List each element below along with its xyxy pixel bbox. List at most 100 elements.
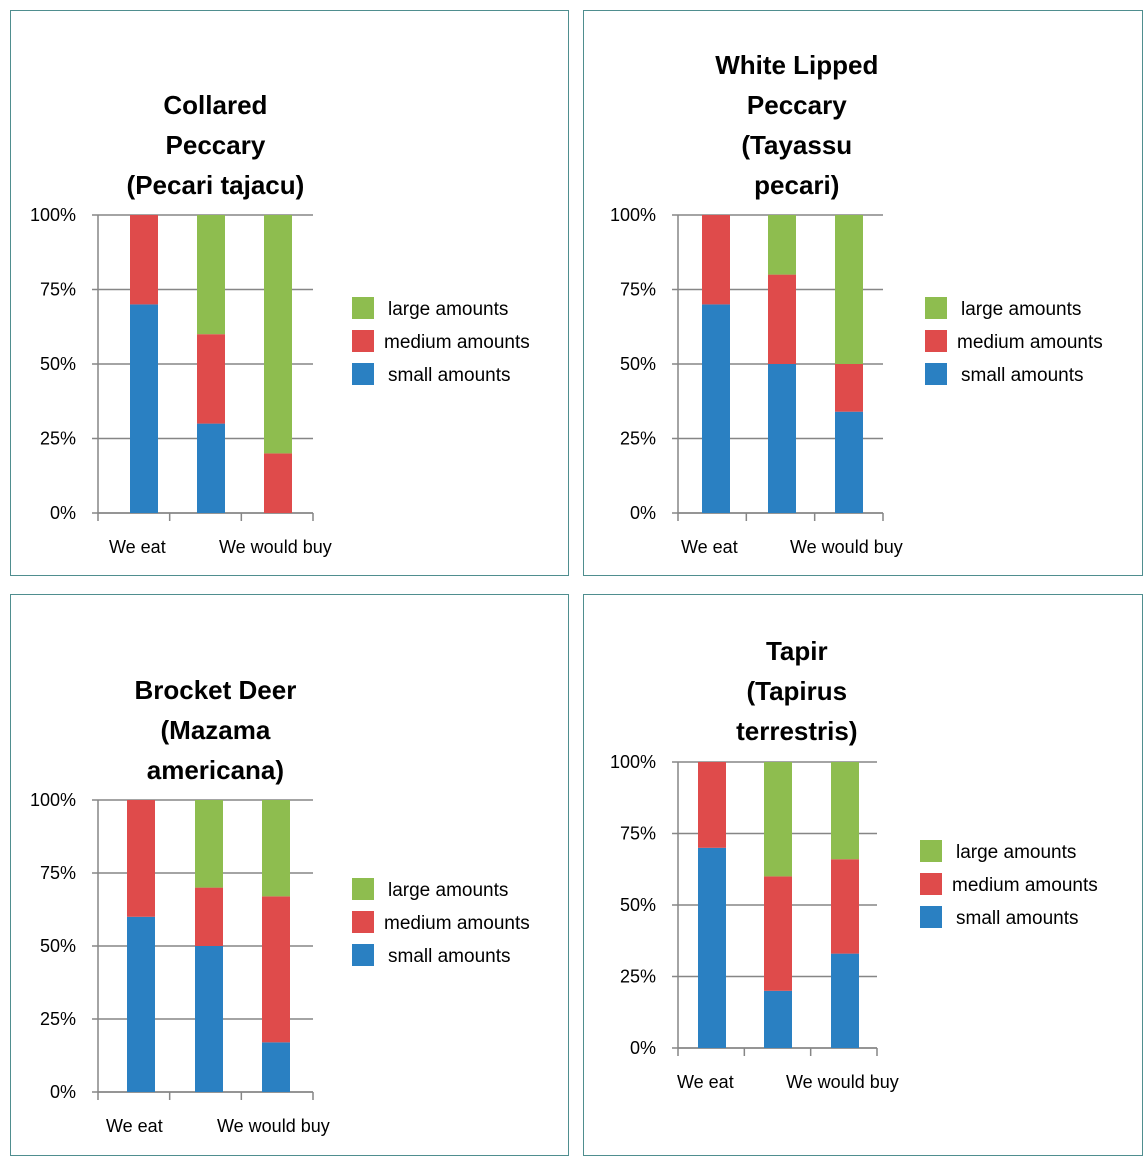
bar-segment-large [264, 215, 292, 454]
bar-segment-medium [264, 453, 292, 513]
bar-segment-large [197, 215, 225, 335]
y-tick-label: 25% [620, 429, 656, 449]
chart-panel-tapir: Tapir (Tapirus terrestris) 0% 25% 50% 75% 100% W… [583, 594, 1143, 1156]
chart-white-lipped-peccary: White Lipped Peccary (Tayassu pecari) 0% 25% 5… [610, 50, 1103, 557]
legend-swatch [920, 873, 942, 895]
legend-swatch [352, 878, 374, 900]
y-tick-label: 0% [630, 1038, 656, 1058]
bar-segment-medium [835, 364, 863, 412]
bar-segment-medium [698, 762, 726, 848]
chart-tapir: Tapir (Tapirus terrestris) 0% 25% 50% 75% 100% W… [610, 636, 1098, 1092]
legend-label: medium amounts [957, 332, 1103, 353]
chart-title-line: terrestris) [736, 716, 857, 746]
y-tick-label: 50% [620, 895, 656, 915]
bar-segment-large [262, 800, 290, 897]
bar-segment-medium [831, 859, 859, 954]
bar-segment-small [127, 916, 155, 1092]
legend-label: large amounts [388, 299, 508, 320]
bar-segment-small [262, 1042, 290, 1092]
bar-segment-medium [764, 876, 792, 991]
legend-label: small amounts [961, 365, 1084, 386]
x-tick-label: We would buy [217, 1116, 330, 1136]
chart-brocket-deer: Brocket Deer (Mazama americana) 0% 25% 50% 75%… [30, 675, 530, 1136]
x-tick-label: We eat [106, 1116, 163, 1136]
y-tick-label: 100% [610, 752, 656, 772]
y-tick-label: 50% [40, 354, 76, 374]
bar-segment-medium [130, 215, 158, 305]
bar-segment-large [831, 762, 859, 860]
y-tick-label: 0% [50, 503, 76, 523]
y-tick-label: 0% [630, 503, 656, 523]
legend-swatch [352, 330, 374, 352]
bar-segment-small [764, 990, 792, 1048]
bar-segment-medium [702, 215, 730, 305]
y-tick-label: 50% [40, 936, 76, 956]
y-tick-label: 25% [40, 1009, 76, 1029]
chart-panel-white-lipped-peccary: White Lipped Peccary (Tayassu pecari) 0% 25% 5… [583, 10, 1143, 576]
bar-segment-medium [127, 800, 155, 917]
y-tick-label: 75% [40, 280, 76, 300]
x-tick-label: We eat [681, 537, 738, 557]
legend-swatch [352, 297, 374, 319]
x-tick-label: We would buy [790, 537, 903, 557]
bar-segment-small [197, 423, 225, 513]
legend-label: medium amounts [384, 332, 530, 353]
y-tick-label: 75% [620, 824, 656, 844]
bar-segment-small [195, 946, 223, 1092]
chart-panel-brocket-deer: Brocket Deer (Mazama americana) 0% 25% 50% 75%… [10, 594, 569, 1156]
chart-title-line: (Mazama [161, 715, 271, 745]
bar-segment-small [835, 411, 863, 513]
bar-segment-medium [195, 887, 223, 946]
legend-label: small amounts [388, 946, 511, 967]
chart-title-line: pecari) [754, 170, 839, 200]
chart-title-line: Peccary [166, 130, 266, 160]
bar-segment-small [702, 304, 730, 513]
chart-title-line: (Tapirus [746, 676, 847, 706]
x-tick-label: We would buy [786, 1072, 899, 1092]
legend-swatch [920, 906, 942, 928]
legend-swatch [352, 911, 374, 933]
bar-segment-small [831, 953, 859, 1048]
legend-swatch [352, 944, 374, 966]
chart-panel-collared-peccary: Collared Peccary (Pecari tajacu) 0% 25% 50% 75… [10, 10, 569, 576]
bar-segment-small [768, 364, 796, 513]
y-tick-label: 25% [40, 429, 76, 449]
chart-title-line: Brocket Deer [134, 675, 296, 705]
bar-segment-small [130, 304, 158, 513]
legend-label: small amounts [388, 365, 511, 386]
legend-swatch [920, 840, 942, 862]
legend-label: large amounts [956, 842, 1076, 863]
chart-title-line: Tapir [766, 636, 828, 666]
bar-segment-large [768, 215, 796, 275]
bar-segment-medium [262, 896, 290, 1043]
legend-swatch [925, 330, 947, 352]
y-tick-label: 25% [620, 967, 656, 987]
y-tick-label: 100% [30, 205, 76, 225]
legend-swatch [352, 363, 374, 385]
legend-swatch [925, 297, 947, 319]
legend-label: medium amounts [952, 875, 1098, 896]
bar-segment-small [698, 847, 726, 1048]
y-tick-label: 100% [30, 790, 76, 810]
chart-title-line: (Tayassu [741, 130, 852, 160]
legend-swatch [925, 363, 947, 385]
bar-segment-large [195, 800, 223, 888]
y-tick-label: 0% [50, 1082, 76, 1102]
chart-title-line: americana) [147, 755, 284, 785]
legend-label: large amounts [388, 880, 508, 901]
bar-segment-medium [768, 274, 796, 364]
chart-title-line: White Lipped [715, 50, 878, 80]
chart-collared-peccary: Collared Peccary (Pecari tajacu) 0% 25% 50% 75… [30, 90, 530, 557]
y-tick-label: 75% [40, 863, 76, 883]
x-tick-label: We eat [109, 537, 166, 557]
y-tick-label: 50% [620, 354, 656, 374]
x-tick-label: We eat [677, 1072, 734, 1092]
legend-label: medium amounts [384, 913, 530, 934]
x-tick-label: We would buy [219, 537, 332, 557]
legend-label: large amounts [961, 299, 1081, 320]
bar-segment-medium [197, 334, 225, 424]
y-tick-label: 75% [620, 280, 656, 300]
chart-title-line: (Pecari tajacu) [127, 170, 305, 200]
chart-title-line: Collared [163, 90, 267, 120]
y-tick-label: 100% [610, 205, 656, 225]
